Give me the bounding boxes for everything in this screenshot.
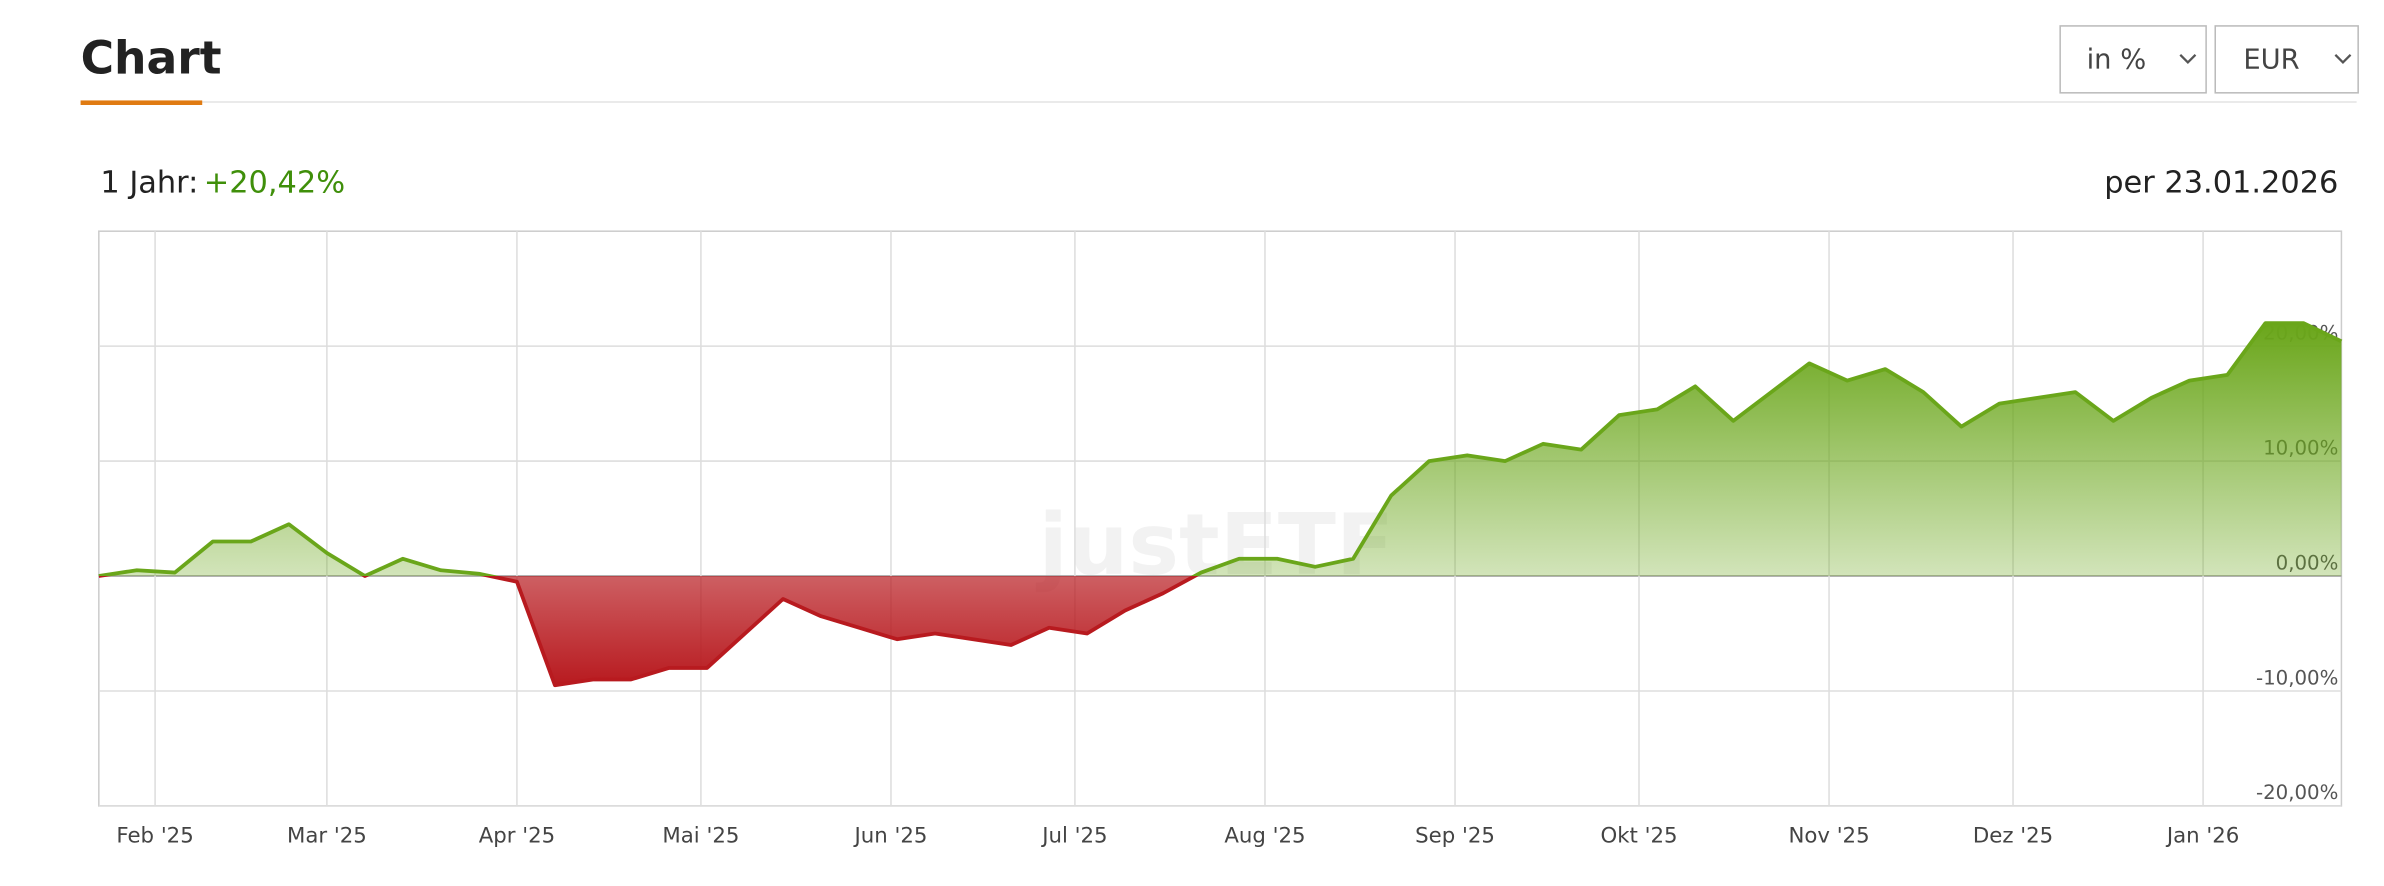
x-tick-label: Jan '26 (2165, 823, 2239, 848)
as-of-date: per 23.01.2026 (2104, 166, 2338, 201)
area (98, 576, 2342, 686)
unit-select[interactable]: in % (2059, 25, 2207, 94)
x-tick-label: Sep '25 (1415, 823, 1495, 848)
x-tick-label: Dez '25 (1973, 823, 2053, 848)
performance: +20,42% (204, 166, 345, 201)
x-tick-label: Okt '25 (1600, 823, 1677, 848)
x-tick-label: Mai '25 (662, 823, 739, 848)
x-tick-label: Aug '25 (1224, 823, 1305, 848)
title: Chart (81, 31, 222, 84)
clip-group (98, 321, 2343, 577)
line (98, 321, 2343, 577)
x-tick-label: Jun '25 (853, 823, 928, 848)
x-tick-label: Jul '25 (1040, 823, 1107, 848)
period-label: 1 Jahr: (100, 166, 198, 201)
select-box[interactable] (2059, 25, 2207, 94)
currency-select[interactable]: EUR (2214, 25, 2359, 94)
select-text[interactable]: EUR (2243, 44, 2299, 75)
x-tick-label: Apr '25 (479, 823, 555, 848)
chevron (2334, 54, 2352, 65)
clip-group (98, 576, 2342, 688)
title-underline (80, 100, 203, 105)
select-text[interactable]: in % (2087, 44, 2147, 75)
y-tick-label: -20,00% (2256, 781, 2338, 804)
chevron (2179, 54, 2197, 65)
x-tick-label: Feb '25 (116, 823, 193, 848)
x-tick-label: Nov '25 (1788, 823, 1869, 848)
select-box[interactable] (2214, 25, 2359, 94)
x-tick-label: Mar '25 (287, 823, 367, 848)
y-tick-label: -10,00% (2256, 666, 2338, 689)
